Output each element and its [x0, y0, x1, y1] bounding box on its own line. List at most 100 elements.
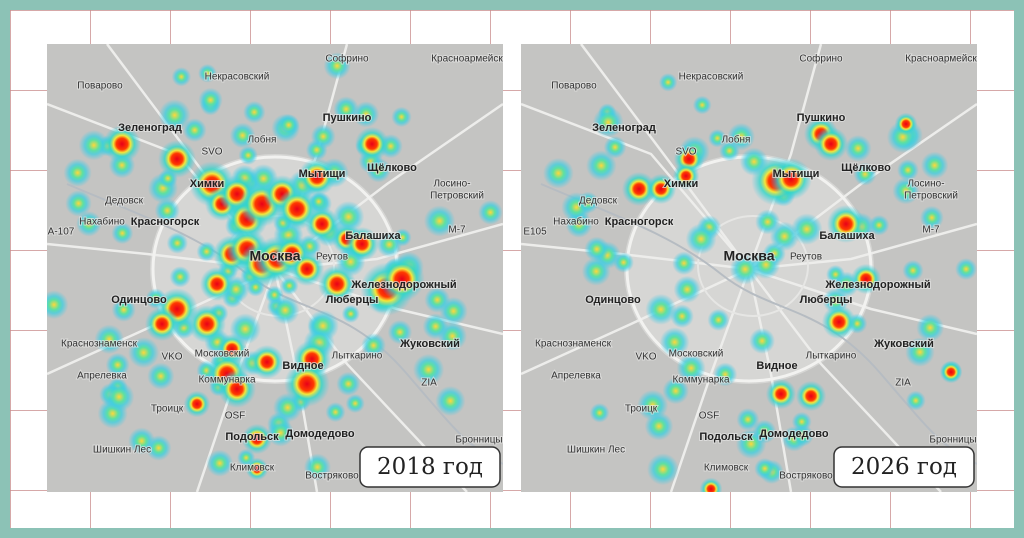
- place-label: Реутов: [316, 252, 348, 263]
- place-label: SVO: [201, 147, 222, 158]
- place-label: Коммунарка: [672, 375, 729, 386]
- place-label: Московский: [195, 349, 250, 360]
- heat-spot: [672, 251, 696, 276]
- place-label: Троицк: [625, 404, 658, 415]
- place-label: Коммунарка: [198, 375, 255, 386]
- heat-spot: [543, 157, 574, 189]
- place-label: Одинцово: [111, 294, 167, 306]
- heat-spot: [412, 353, 445, 386]
- river: [66, 183, 503, 465]
- heat-spot: [333, 96, 359, 122]
- heat-spot: [868, 214, 890, 236]
- heat-spot: [105, 352, 130, 377]
- heat-spot: [752, 419, 777, 444]
- heat-hotspot: [765, 378, 797, 410]
- place-label: Лыткарино: [806, 351, 857, 362]
- place-label: Жуковский: [399, 338, 460, 350]
- place-label: Красногорск: [605, 216, 674, 228]
- place-label: VKO: [161, 352, 182, 363]
- heat-spot: [78, 129, 110, 161]
- place-label: M-7: [922, 225, 940, 236]
- heat-spot: [352, 101, 380, 128]
- heat-spot: [897, 159, 919, 182]
- heat-spot: [336, 371, 361, 396]
- place-label: Поварово: [551, 81, 597, 92]
- heat-spot: [853, 162, 877, 186]
- heat-spot: [128, 337, 160, 369]
- heat-spot: [391, 106, 412, 128]
- place-label: Зеленоград: [118, 122, 182, 134]
- heat-spot: [303, 453, 332, 481]
- place-label: Мытищи: [773, 168, 820, 180]
- heat-spot: [659, 327, 690, 358]
- heat-spot: [341, 304, 360, 323]
- heat-hotspot: [821, 304, 857, 340]
- place-label: Домодедово: [759, 428, 829, 440]
- heat-spot: [47, 290, 69, 320]
- place-label: Лосино-: [907, 179, 944, 190]
- heat-spot: [707, 308, 730, 332]
- heat-spot: [182, 118, 207, 143]
- heat-spot: [658, 73, 678, 92]
- place-label: Некрасовский: [205, 72, 270, 83]
- heat-hotspot: [298, 158, 336, 196]
- heat-spot: [280, 276, 299, 295]
- heat-hotspot: [672, 162, 700, 190]
- year-badge: [833, 446, 975, 488]
- heat-spot: [345, 393, 365, 414]
- heat-spot: [65, 190, 92, 217]
- heat-spot: [154, 197, 180, 224]
- heat-spot: [645, 293, 677, 325]
- heat-spot: [637, 389, 669, 421]
- heat-spot: [719, 140, 740, 162]
- place-label: Троицк: [151, 404, 184, 415]
- map-2026: Поварово Некрасовский Софрино Красноармейск…: [521, 44, 977, 492]
- place-label: Домодедово: [285, 428, 355, 440]
- heat-spot: [111, 222, 134, 245]
- heat-hotspot: [318, 265, 356, 303]
- heat-spot: [905, 390, 926, 411]
- heat-spot: [393, 228, 412, 247]
- place-label: Шишкин Лес: [567, 445, 625, 456]
- place-label: Железнодорожный: [824, 279, 930, 291]
- heat-spot: [584, 236, 610, 262]
- heat-spot: [76, 211, 102, 237]
- place-label: Пушкино: [797, 112, 846, 124]
- place-label: E105: [523, 227, 547, 238]
- heat-hotspot: [188, 305, 226, 343]
- heat-hotspot: [699, 477, 723, 492]
- heat-spot: [662, 377, 690, 405]
- place-label: Видное: [756, 360, 797, 372]
- heat-hotspot: [158, 140, 196, 178]
- road: [521, 267, 750, 376]
- year-badge: [359, 446, 501, 488]
- heat-spot: [435, 385, 466, 417]
- heat-spot: [585, 150, 617, 181]
- place-label: Лобня: [248, 134, 277, 146]
- heat-spot: [196, 241, 217, 262]
- heat-hotspot: [770, 158, 812, 200]
- heat-spot: [577, 191, 599, 214]
- heat-spot: [920, 151, 949, 180]
- map-canvas: Поварово Некрасовский Софрино Красноармейск…: [47, 44, 503, 492]
- place-label: Востряково: [305, 471, 359, 482]
- place-label: Лыткарино: [332, 351, 383, 362]
- place-label: Апрелевка: [77, 371, 127, 382]
- place-label: Реутов: [790, 252, 822, 263]
- place-label: Софрино: [799, 53, 843, 65]
- river: [540, 183, 977, 465]
- heat-hotspot: [827, 205, 865, 243]
- place-label: Красноармейск: [905, 54, 977, 65]
- year-label: 2018 год: [377, 454, 483, 480]
- heat-hotspot: [199, 266, 235, 302]
- ring-road-inner: [697, 215, 809, 317]
- place-label: OSF: [699, 411, 720, 422]
- place-label: Бронницы: [929, 435, 976, 446]
- heat-hotspot: [939, 360, 963, 384]
- heat-spot: [266, 419, 295, 447]
- heat-spot: [166, 232, 189, 254]
- heat-hotspot: [144, 306, 180, 342]
- heat-spot: [791, 213, 823, 245]
- place-label: Красноармейск: [431, 54, 503, 65]
- heat-hotspot: [103, 125, 141, 163]
